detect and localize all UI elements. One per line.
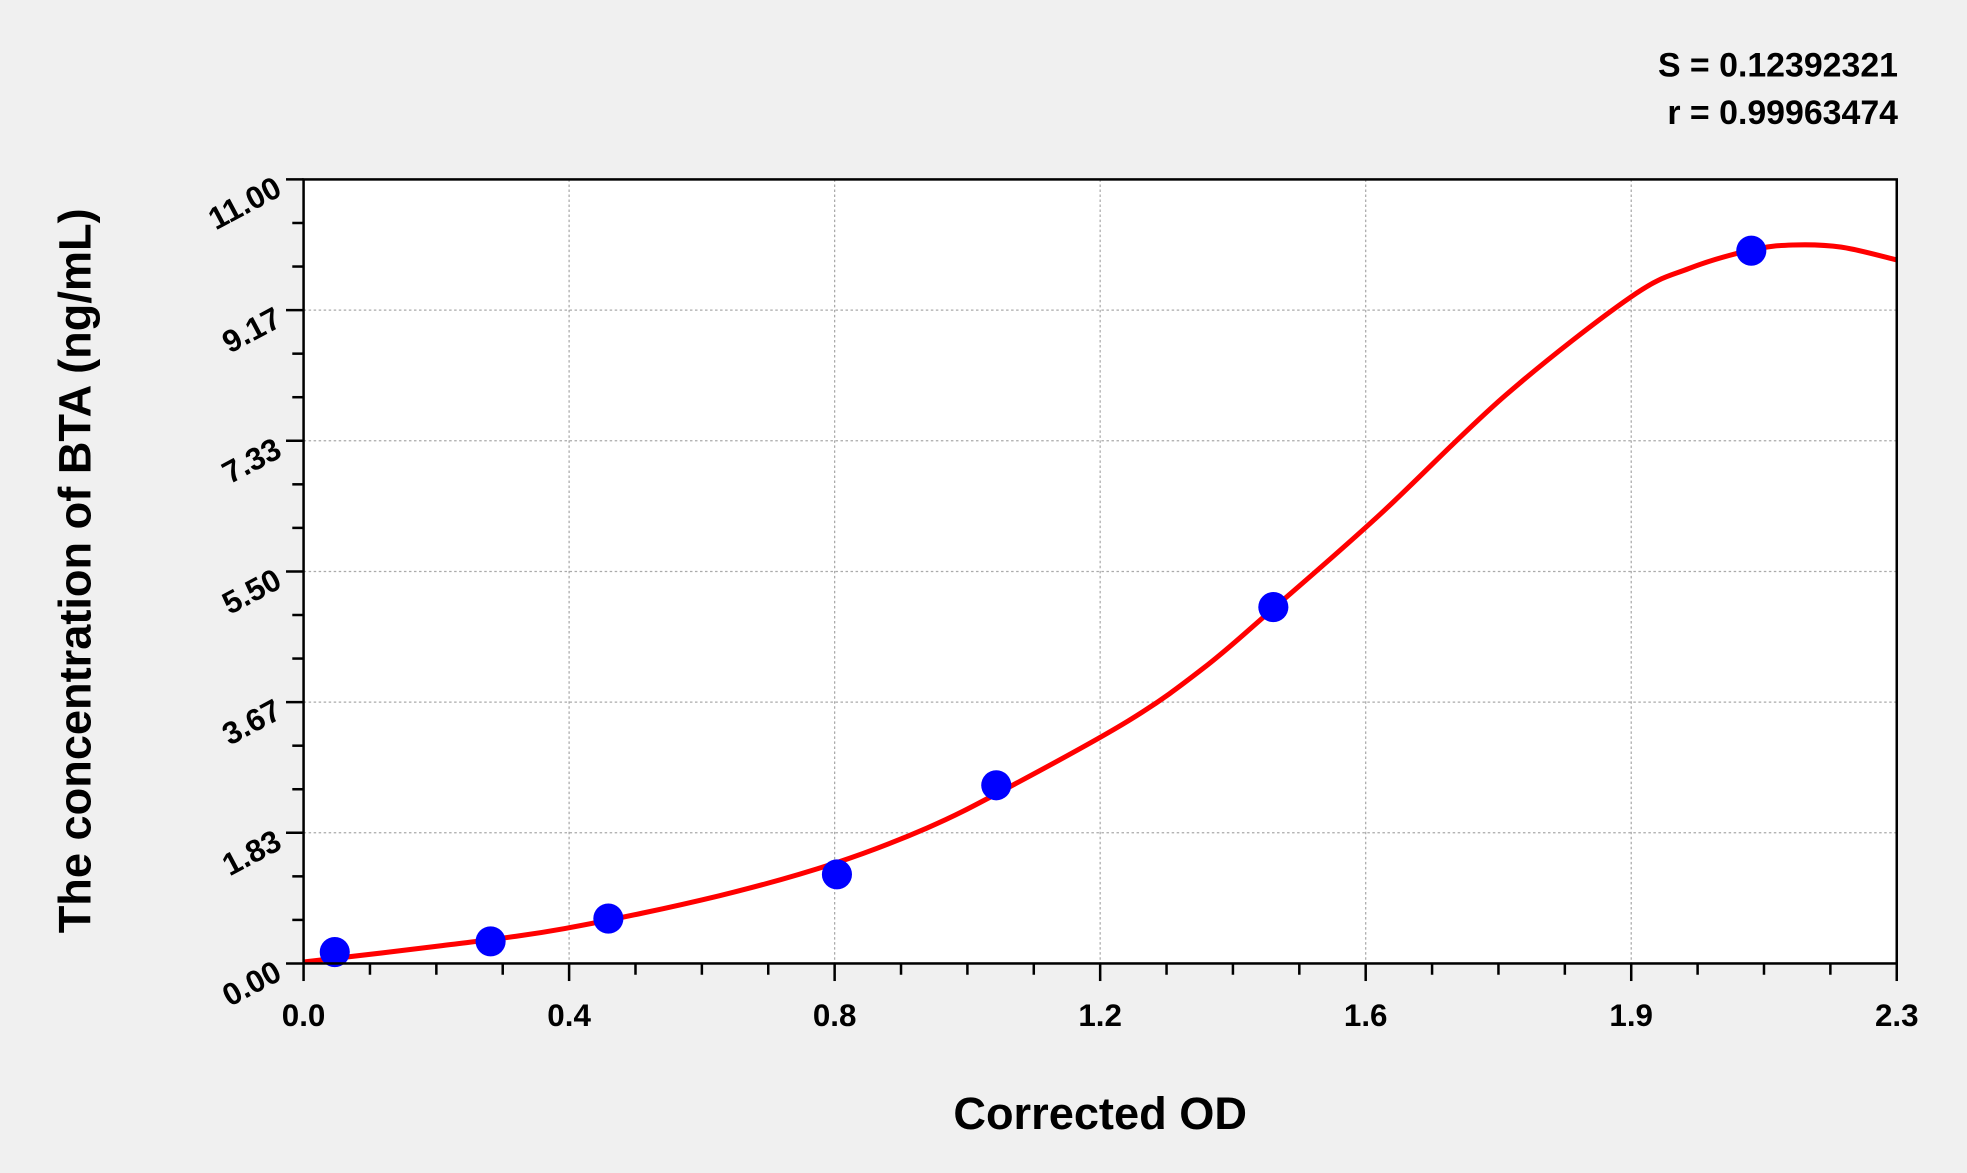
x-tick-label: 0.8 [813,998,857,1033]
x-tick-label: 0.4 [547,998,591,1033]
x-tick-label: 0.0 [282,998,326,1033]
plot-frame [302,178,1899,965]
data-point [1258,592,1289,623]
y-tick-label: 9.17 [216,300,286,360]
x-tick-label: 1.2 [1078,998,1122,1033]
y-tick-label: 1.83 [216,823,286,883]
x-tick-label: 2.3 [1875,998,1919,1033]
data-point [821,859,852,890]
y-tick-label: 11.00 [203,170,287,237]
y-tick-labels: 0.00 1.83 3.67 5.50 7.33 9.17 11.00 [203,170,287,1014]
y-tick-label: 7.33 [216,431,286,491]
annotation-s: S = 0.12392321 [1658,47,1898,85]
y-tick-label: 3.67 [216,692,286,752]
x-tick-label: 1.6 [1344,998,1388,1033]
x-tick-label: 1.9 [1609,998,1653,1033]
data-point [981,770,1012,801]
y-tick-label: 5.50 [216,562,286,622]
x-axis-title: Corrected OD [953,1088,1247,1139]
data-point [1736,235,1767,266]
gridlines [303,179,1897,964]
data-point [319,937,350,968]
annotation-r: r = 0.99963474 [1667,94,1898,132]
data-point [475,926,506,957]
data-point [593,903,624,934]
fit-curve [303,242,1898,965]
axis-ticks [286,178,1899,982]
y-axis-title: The concentration of BTA (ng/mL) [49,208,100,933]
data-points [319,235,1767,968]
x-tick-labels: 0.0 0.4 0.8 1.2 1.6 1.9 2.3 [282,998,1919,1033]
y-tick-label: 0.00 [216,954,286,1014]
